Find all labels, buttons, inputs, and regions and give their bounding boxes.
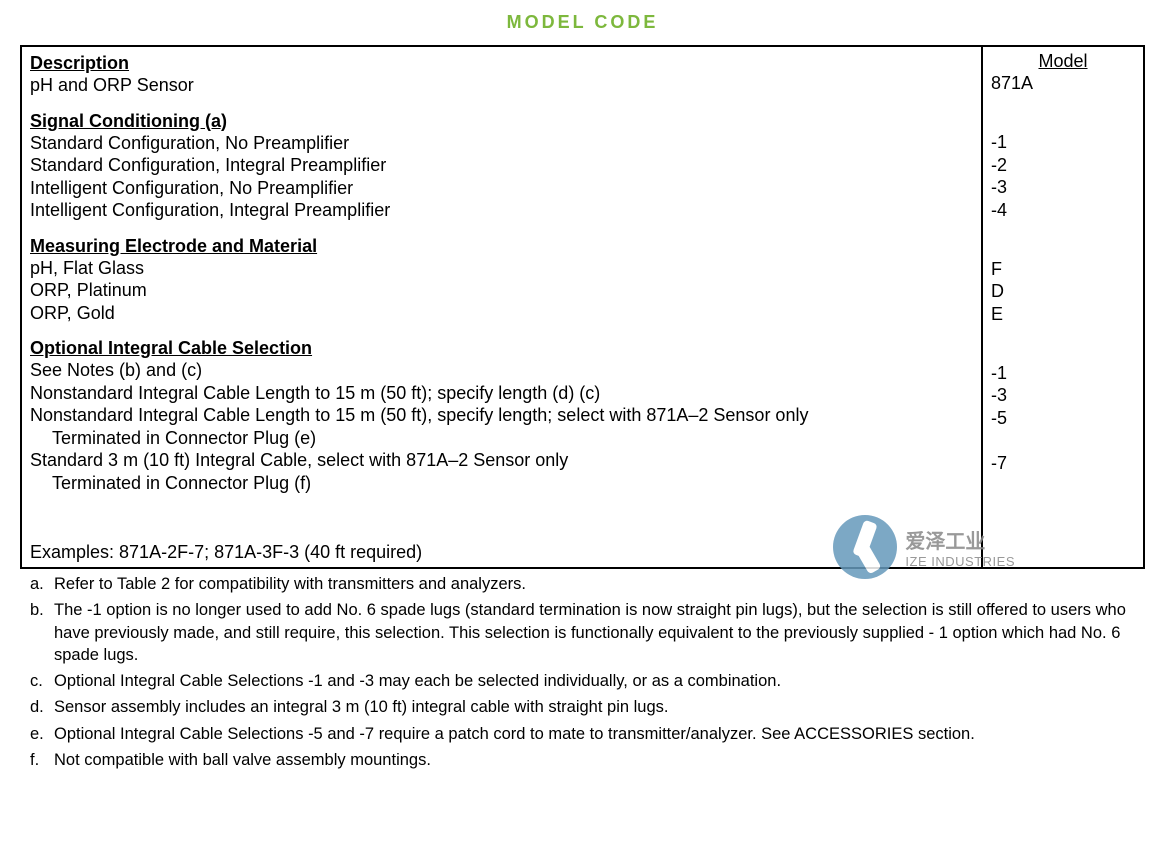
footnote-text: Not compatible with ball valve assembly … bbox=[54, 749, 1145, 771]
model-code: -2 bbox=[991, 154, 1135, 177]
section-heading-electrode: Measuring Electrode and Material bbox=[30, 236, 973, 257]
footnote-text: The -1 option is no longer used to add N… bbox=[54, 599, 1145, 666]
model-code: 871A bbox=[991, 72, 1135, 95]
table-row: Standard Configuration, No Preamplifier bbox=[30, 132, 973, 155]
footnote-text: Sensor assembly includes an integral 3 m… bbox=[54, 696, 1145, 718]
examples-text: Examples: 871A-2F-7; 871A-3F-3 (40 ft re… bbox=[30, 542, 973, 563]
footnote-letter: c. bbox=[30, 670, 54, 692]
model-code: -4 bbox=[991, 199, 1135, 222]
table-row: See Notes (b) and (c) bbox=[30, 359, 973, 382]
watermark-cn: 爱泽工业 bbox=[905, 525, 1015, 554]
model-code: -3 bbox=[991, 384, 1135, 407]
table-row: Nonstandard Integral Cable Length to 15 … bbox=[30, 382, 973, 405]
model-code: -1 bbox=[991, 131, 1135, 154]
watermark-icon bbox=[833, 515, 897, 579]
description-header: Description bbox=[30, 53, 973, 74]
footnote-letter: b. bbox=[30, 599, 54, 666]
spacer bbox=[991, 235, 1135, 258]
footnote: e. Optional Integral Cable Selections -5… bbox=[30, 723, 1145, 745]
footnote-letter: a. bbox=[30, 573, 54, 595]
spacer bbox=[991, 429, 1135, 452]
table-row: Standard Configuration, Integral Preampl… bbox=[30, 154, 973, 177]
table-row-continuation: Terminated in Connector Plug (e) bbox=[30, 427, 973, 450]
watermark-logo: 爱泽工业 IZE INDUSTRIES bbox=[833, 515, 1015, 579]
table-row: ORP, Platinum bbox=[30, 279, 973, 302]
model-code: -5 bbox=[991, 407, 1135, 430]
footnote-letter: e. bbox=[30, 723, 54, 745]
table-row: Standard 3 m (10 ft) Integral Cable, sel… bbox=[30, 449, 973, 472]
watermark-text: 爱泽工业 IZE INDUSTRIES bbox=[905, 525, 1015, 569]
section-heading-signal: Signal Conditioning (a) bbox=[30, 111, 973, 132]
table-row: ORP, Gold bbox=[30, 302, 973, 325]
footnote-letter: d. bbox=[30, 696, 54, 718]
watermark-en: IZE INDUSTRIES bbox=[905, 554, 1015, 569]
model-code: E bbox=[991, 303, 1135, 326]
table-row-continuation: Terminated in Connector Plug (f) bbox=[30, 472, 973, 495]
model-code: -7 bbox=[991, 452, 1135, 475]
spacer bbox=[991, 109, 1135, 132]
spacer bbox=[991, 339, 1135, 362]
footnote-letter: f. bbox=[30, 749, 54, 771]
footnote: c. Optional Integral Cable Selections -1… bbox=[30, 670, 1145, 692]
model-code: F bbox=[991, 258, 1135, 281]
model-header: Model bbox=[991, 51, 1135, 72]
page-title: MODEL CODE bbox=[20, 12, 1145, 33]
model-code: -3 bbox=[991, 176, 1135, 199]
model-code: D bbox=[991, 280, 1135, 303]
model-column: Model 871A -1 -2 -3 -4 F D E -1 -3 -5 -7 bbox=[983, 47, 1143, 567]
footnote: f. Not compatible with ball valve assemb… bbox=[30, 749, 1145, 771]
footnote-text: Optional Integral Cable Selections -1 an… bbox=[54, 670, 1145, 692]
table-row: Intelligent Configuration, No Preamplifi… bbox=[30, 177, 973, 200]
footnotes-list: a. Refer to Table 2 for compatibility wi… bbox=[20, 573, 1145, 771]
table-row: Nonstandard Integral Cable Length to 15 … bbox=[30, 404, 973, 427]
footnote: d. Sensor assembly includes an integral … bbox=[30, 696, 1145, 718]
model-code-table: Description pH and ORP Sensor Signal Con… bbox=[20, 45, 1145, 569]
footnote-text: Optional Integral Cable Selections -5 an… bbox=[54, 723, 1145, 745]
description-column: Description pH and ORP Sensor Signal Con… bbox=[22, 47, 983, 567]
table-row: Intelligent Configuration, Integral Prea… bbox=[30, 199, 973, 222]
table-row: pH, Flat Glass bbox=[30, 257, 973, 280]
section-heading-cable: Optional Integral Cable Selection bbox=[30, 338, 973, 359]
footnote: b. The -1 option is no longer used to ad… bbox=[30, 599, 1145, 666]
model-code: -1 bbox=[991, 362, 1135, 385]
product-description: pH and ORP Sensor bbox=[30, 74, 973, 97]
